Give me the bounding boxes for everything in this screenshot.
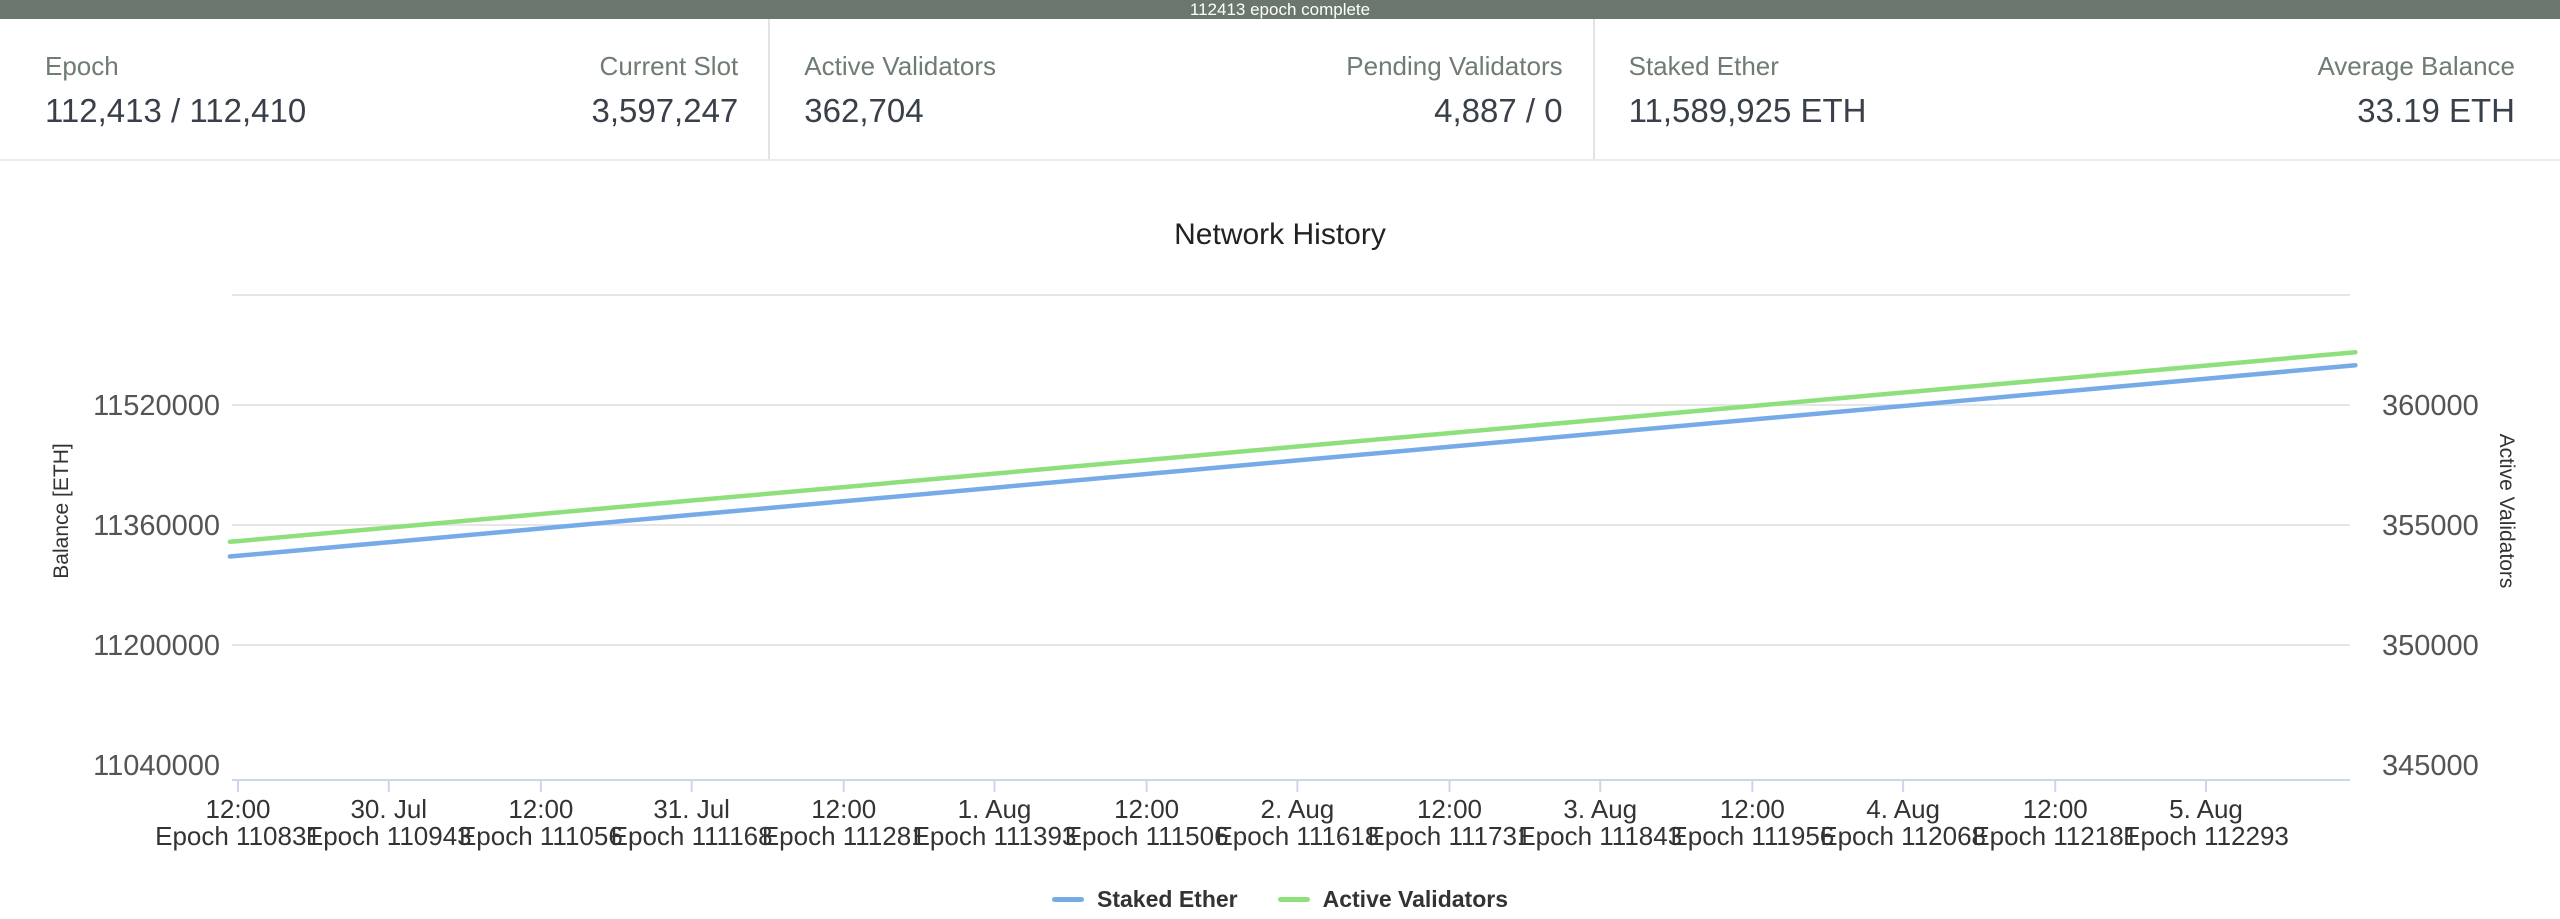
- stat-pending-validators-value: 4,887 / 0: [1434, 92, 1563, 129]
- epoch-progress-text: 112413 epoch complete: [1189, 0, 1371, 19]
- legend-item-active-validators[interactable]: Active Validators: [1277, 885, 1508, 913]
- staked-ether-line-swatch: [1052, 896, 1085, 902]
- chart-plot-area: 11040000 11200000 11360000 11520000 345000 35…: [93, 294, 2479, 851]
- stat-epoch-label: Epoch: [45, 51, 119, 81]
- series-line-staked-ether: [227, 363, 2358, 559]
- x-axis-tick-label: 31. Jul Epoch 111168: [611, 794, 773, 851]
- x-axis-tick-label: 2. Aug Epoch 111618: [1215, 794, 1379, 851]
- stat-active-validators-label: Active Validators: [804, 51, 996, 81]
- legend-item-staked-ether[interactable]: Staked Ether: [1052, 886, 1238, 913]
- x-axis-tick-label: 5. Aug Epoch 112293: [2123, 794, 2289, 851]
- left-axis-tick-label: 11360000: [93, 510, 220, 542]
- x-axis-tick-label: 12:00 Epoch 111731: [1368, 794, 1532, 851]
- right-axis-tick-label: 350000: [2382, 630, 2479, 662]
- x-axis-tick-label: 4. Aug Epoch 112068: [1820, 794, 1986, 851]
- stat-average-balance: Average Balance 33.19 ETH: [2317, 19, 2515, 131]
- stats-group-2: Active Validators 362,704 Pending Valida…: [768, 19, 1592, 159]
- stat-pending-validators: Pending Validators 4,887 / 0: [1346, 19, 1592, 131]
- stat-staked-ether-label: Staked Ether: [1628, 51, 1779, 81]
- stat-current-slot: Current Slot 3,597,247: [591, 19, 768, 131]
- right-axis-tick-label: 360000: [2382, 390, 2479, 422]
- stat-epoch-value: 112,413 / 112,410: [45, 92, 307, 129]
- left-axis-tick-label: 11200000: [93, 630, 220, 662]
- stat-current-slot-label: Current Slot: [599, 51, 739, 81]
- x-axis-tick-label: 12:00 Epoch 112181: [1972, 794, 2138, 851]
- active-validators-line-swatch: [1277, 896, 1310, 902]
- stat-staked-ether-value: 11,589,925 ETH: [1628, 92, 1867, 129]
- legend-label-active-validators: Active Validators: [1322, 885, 1508, 912]
- x-axis-tick-label: 12:00 Epoch 111281: [762, 794, 926, 851]
- right-axis-tick-label: 355000: [2382, 510, 2479, 542]
- x-axis-tick-label: 12:00 Epoch 111506: [1065, 794, 1229, 851]
- chart-legend: Staked Ether Active Validators: [0, 879, 2560, 919]
- chart-title: Network History: [1174, 218, 1386, 251]
- x-axis-tick-label: 3. Aug Epoch 111843: [1518, 794, 1682, 851]
- x-axis-tick-label: 12:00 Epoch 110831: [155, 794, 321, 851]
- network-stats-strip: Epoch 112,413 / 112,410 Current Slot 3,5…: [0, 19, 2560, 161]
- stat-epoch: Epoch 112,413 / 112,410: [45, 19, 306, 131]
- stat-average-balance-label: Average Balance: [2317, 51, 2515, 81]
- stat-staked-ether: Staked Ether 11,589,925 ETH: [1629, 19, 1867, 131]
- stats-group-3: Staked Ether 11,589,925 ETH Average Bala…: [1592, 19, 2515, 159]
- network-history-chart: Network History Balance [ETH] Active Val…: [0, 161, 2560, 916]
- x-axis-tick-label: 1. Aug Epoch 111393: [913, 794, 1077, 851]
- stat-active-validators: Active Validators 362,704: [804, 19, 996, 131]
- x-axis-tick-label: 12:00 Epoch 111056: [459, 794, 623, 851]
- stats-group-1: Epoch 112,413 / 112,410 Current Slot 3,5…: [45, 19, 768, 159]
- series-line-active-validators: [227, 349, 2358, 545]
- left-axis-tick-label: 11520000: [93, 390, 220, 422]
- stat-pending-validators-label: Pending Validators: [1346, 51, 1563, 81]
- x-axis-tick-label: 30. Jul Epoch 110943: [306, 794, 472, 851]
- right-axis-tick-label: 345000: [2382, 750, 2479, 782]
- stat-current-slot-value: 3,597,247: [591, 92, 739, 129]
- left-axis-tick-label: 11040000: [93, 750, 220, 782]
- x-axis-tick-label: 12:00 Epoch 111956: [1670, 794, 1834, 851]
- epoch-progress-banner: 112413 epoch complete: [0, 0, 2560, 19]
- stat-active-validators-value: 362,704: [804, 92, 924, 129]
- legend-label-staked-ether: Staked Ether: [1097, 885, 1238, 912]
- stat-average-balance-value: 33.19 ETH: [2357, 92, 2515, 129]
